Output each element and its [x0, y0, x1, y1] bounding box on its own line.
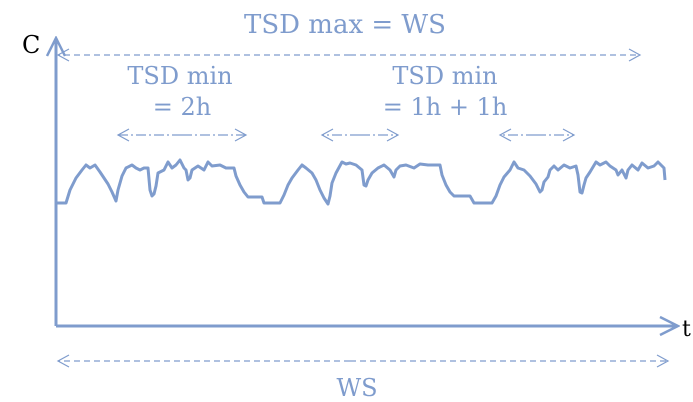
tsd-min-left-value: = 2h [153, 93, 211, 121]
tsd-max-label: TSD max = WS [244, 10, 446, 40]
x-axis-label: t [682, 317, 691, 342]
signal-curve [56, 158, 667, 206]
ws-label: WS [336, 374, 377, 402]
tsd-min-right-value: = 1h + 1h [383, 93, 508, 121]
tsd-min-right-label: TSD min [392, 62, 497, 90]
tsd-min-left-label: TSD min [127, 62, 232, 90]
y-axis-label: C [22, 31, 40, 59]
